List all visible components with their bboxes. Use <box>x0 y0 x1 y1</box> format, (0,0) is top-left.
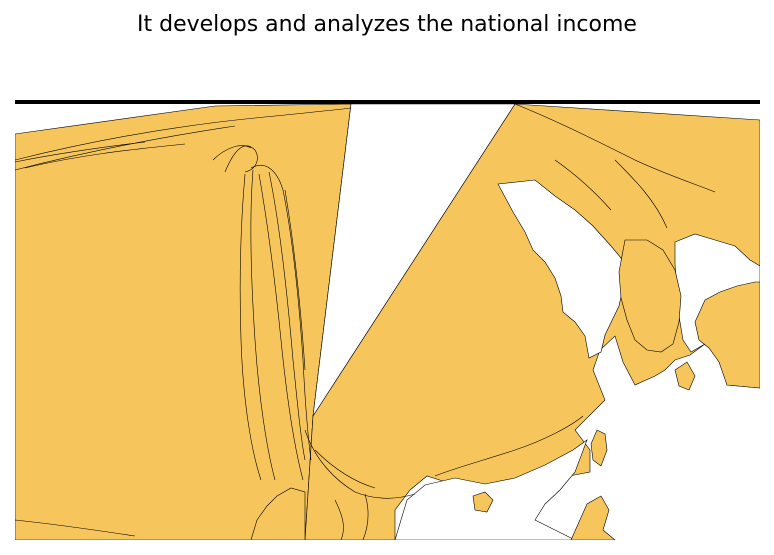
land-left <box>15 103 352 540</box>
land-islands-south <box>570 495 616 540</box>
land-southern-peninsula <box>250 487 306 540</box>
land-hainan <box>472 491 494 513</box>
map-panel <box>15 100 760 540</box>
border-lines <box>15 103 716 540</box>
land-korea <box>618 239 682 353</box>
map-title: It develops and analyzes the national in… <box>137 12 637 37</box>
map-top-border <box>15 100 760 104</box>
sea-bohai-yellow <box>497 179 626 359</box>
sea-south-china <box>394 439 588 540</box>
land-islands-east <box>674 361 696 391</box>
land-taiwan <box>590 429 608 467</box>
map-canvas <box>15 100 760 540</box>
land-japan <box>694 281 760 389</box>
